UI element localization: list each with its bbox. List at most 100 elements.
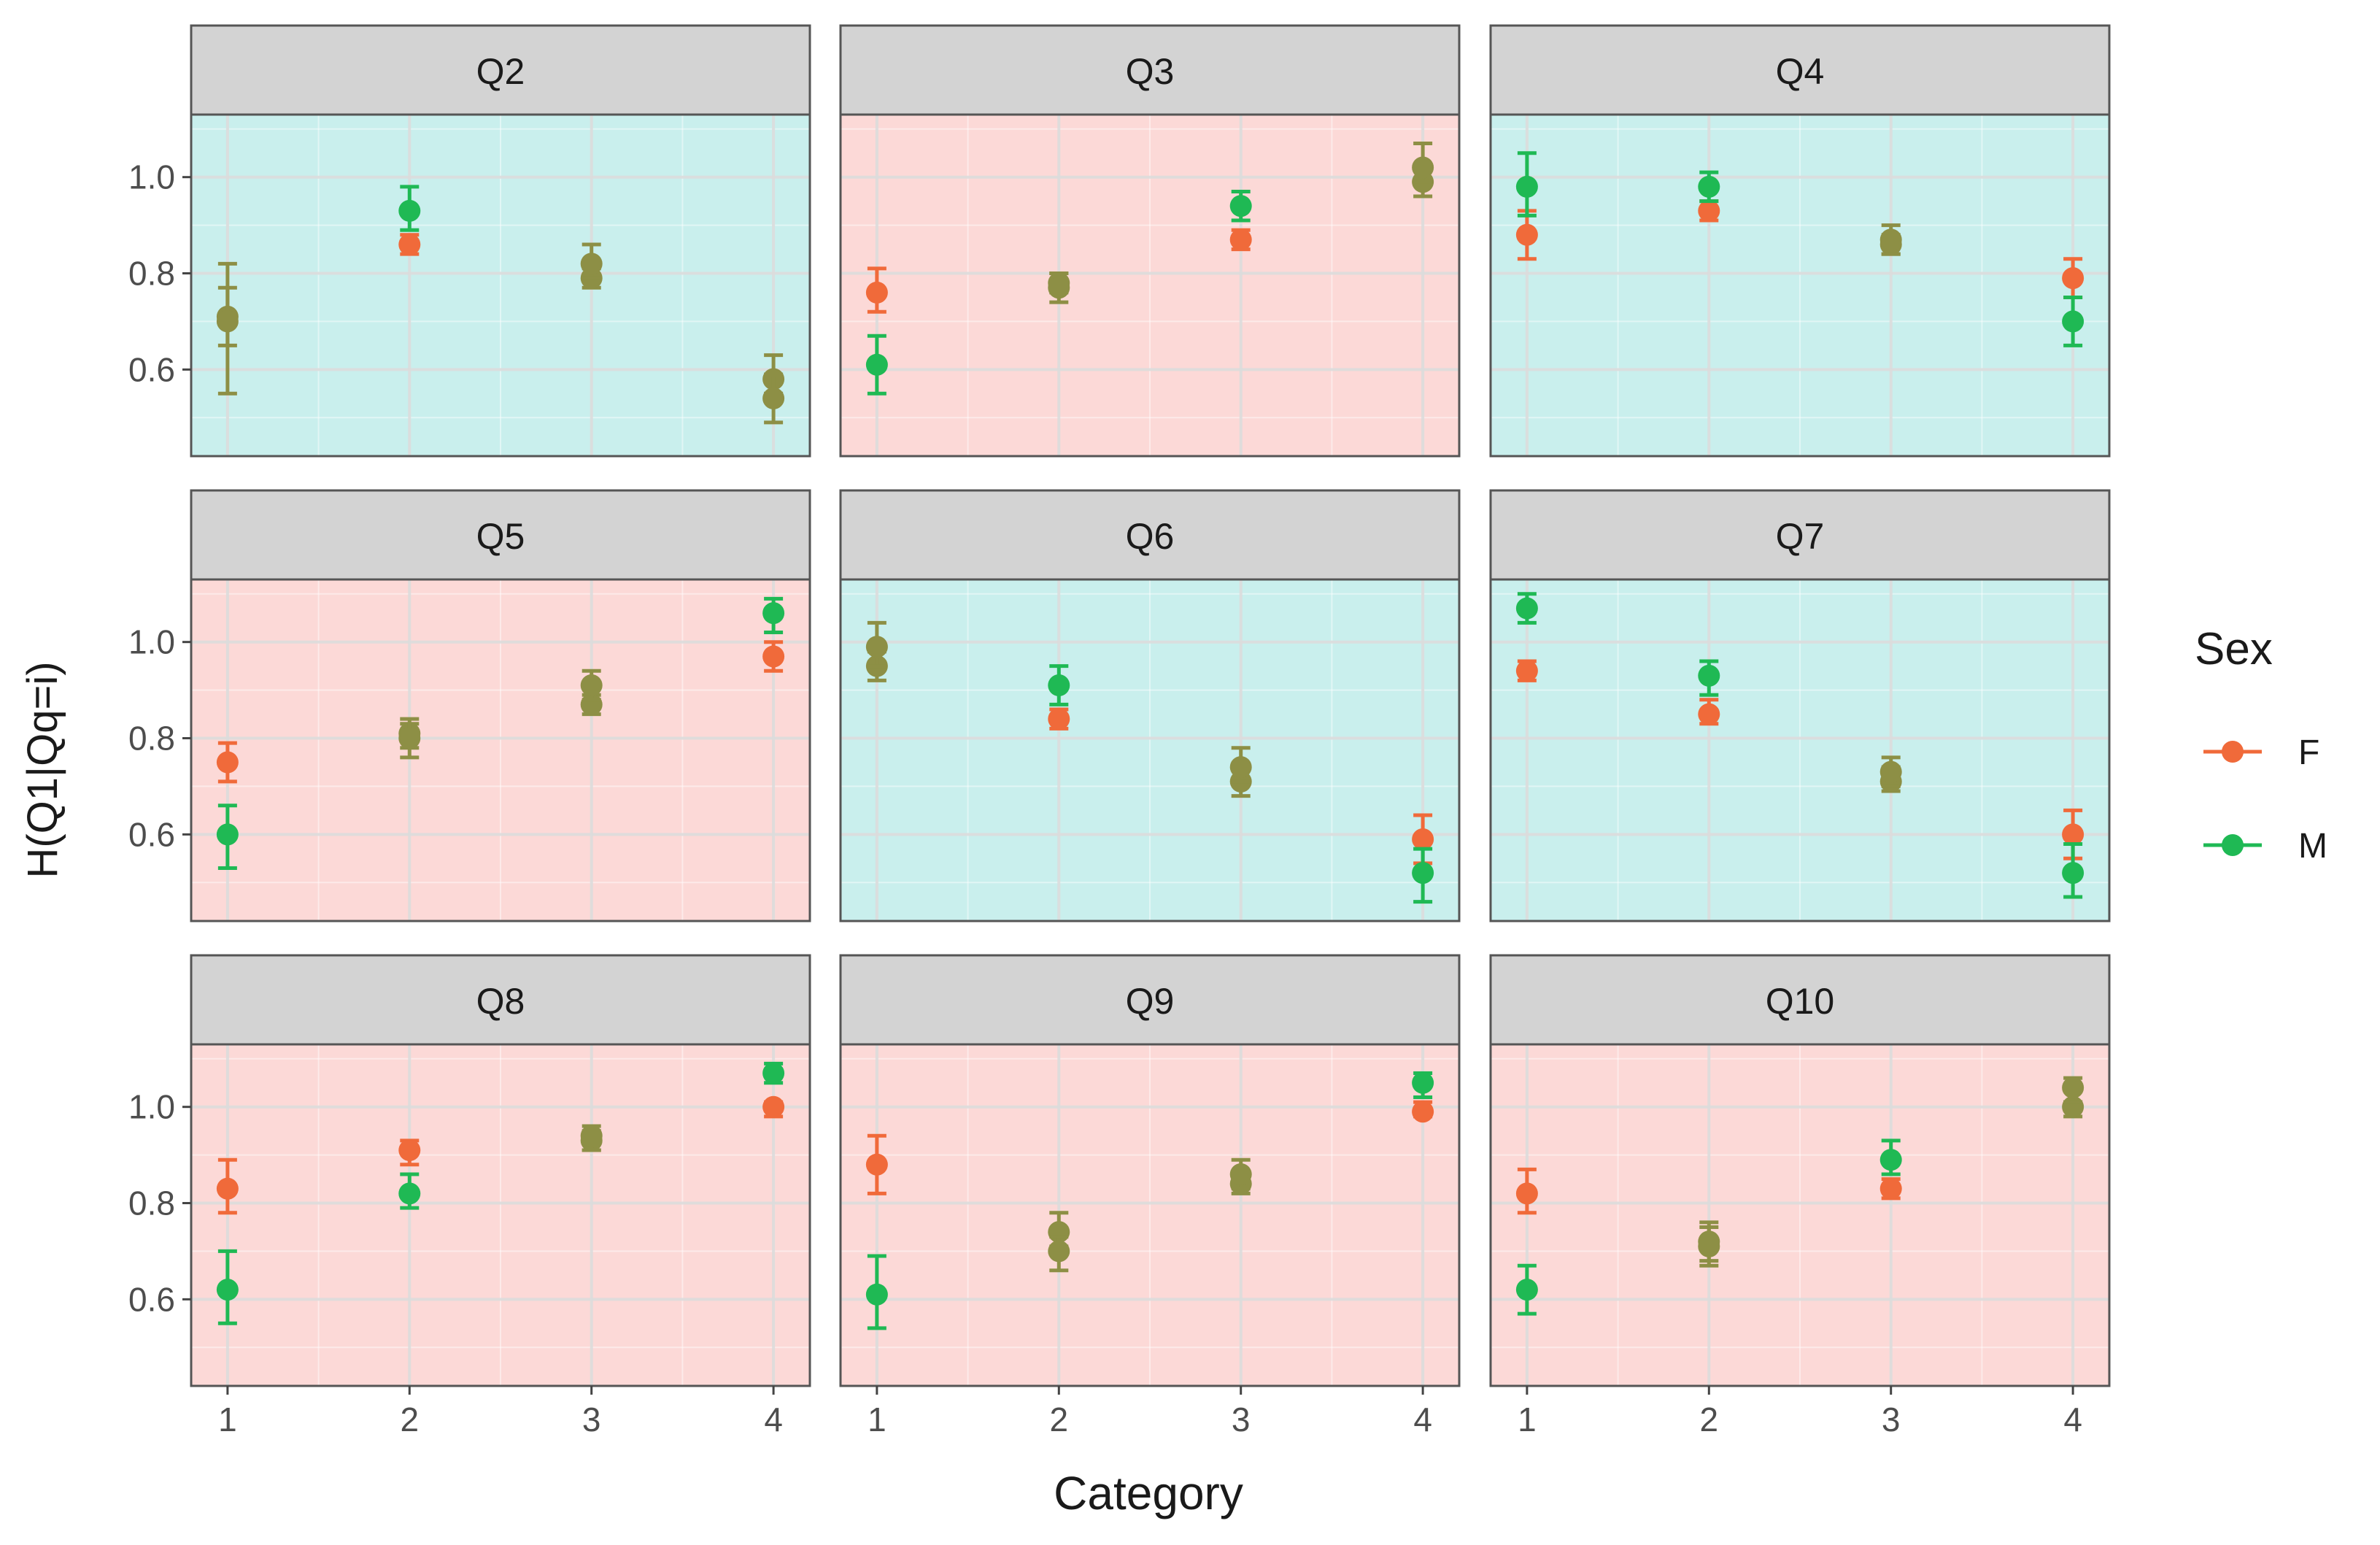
f-point bbox=[2062, 267, 2085, 290]
m-point bbox=[2062, 1076, 2085, 1099]
m-point bbox=[216, 823, 239, 846]
f-point bbox=[1515, 1182, 1538, 1205]
y-tick-label: 0.8 bbox=[128, 1184, 175, 1222]
x-tick-label: 3 bbox=[1232, 1400, 1251, 1438]
x-axis-title: Category bbox=[1054, 1467, 1243, 1519]
y-tick-label: 1.0 bbox=[128, 158, 175, 196]
m-point bbox=[1698, 175, 1720, 198]
legend-key-point bbox=[2222, 834, 2244, 856]
m-point bbox=[398, 199, 421, 222]
panel-background bbox=[191, 579, 810, 921]
m-point bbox=[580, 674, 603, 697]
m-point bbox=[762, 1062, 785, 1084]
x-tick-label: 2 bbox=[400, 1400, 419, 1438]
facet-panels: Q2 0.6 0.8 1.0 Q3 Q4 Q5 0.6 0.8 1.0 Q6 Q7 Q8 0.6 0.8 1.… bbox=[128, 24, 2111, 1438]
panel-background bbox=[1491, 115, 2109, 456]
x-tick-label: 2 bbox=[1049, 1400, 1068, 1438]
facet-strip bbox=[839, 489, 1461, 581]
panel-border bbox=[190, 1043, 811, 1387]
y-tick-label: 0.6 bbox=[128, 1280, 175, 1318]
m-point bbox=[762, 387, 785, 409]
legend-label: M bbox=[2298, 827, 2327, 866]
panel-background bbox=[1491, 1044, 2109, 1386]
facet-panel: Q2 0.6 0.8 1.0 bbox=[128, 24, 811, 458]
y-tick-label: 0.8 bbox=[128, 720, 175, 758]
legend-key-point bbox=[2222, 741, 2244, 763]
m-point bbox=[2062, 862, 2085, 885]
facet-panel: Q4 bbox=[1489, 24, 2111, 458]
m-point bbox=[865, 353, 888, 376]
legend-title: Sex bbox=[2195, 624, 2273, 674]
panel-background bbox=[841, 579, 1459, 921]
facet-panel: Q3 bbox=[839, 24, 1461, 458]
f-point bbox=[398, 233, 421, 255]
f-point bbox=[2062, 823, 2085, 846]
panel-background bbox=[841, 1044, 1459, 1386]
x-tick-label: 2 bbox=[1699, 1400, 1718, 1438]
m-point bbox=[216, 310, 239, 333]
f-point bbox=[1698, 199, 1720, 222]
m-point bbox=[1412, 862, 1434, 885]
panel-background bbox=[191, 1044, 810, 1386]
m-point bbox=[398, 727, 421, 750]
panel-border bbox=[190, 113, 811, 458]
f-point bbox=[1879, 1177, 1902, 1200]
legend-label: F bbox=[2298, 733, 2319, 772]
y-tick-label: 0.8 bbox=[128, 255, 175, 293]
legend: Sex F M bbox=[2195, 624, 2327, 866]
facet-panel: Q8 0.6 0.8 1.0 1 2 3 4 bbox=[128, 954, 811, 1438]
panel-border bbox=[1489, 1043, 2111, 1387]
panel-border bbox=[839, 578, 1461, 922]
panel-background bbox=[841, 115, 1459, 456]
m-point bbox=[1698, 1230, 1720, 1253]
m-point bbox=[1515, 1279, 1538, 1301]
m-point bbox=[1048, 1240, 1070, 1263]
f-point bbox=[762, 645, 785, 668]
facet-panel: Q5 0.6 0.8 1.0 bbox=[128, 489, 811, 922]
facet-label: Q10 bbox=[1766, 981, 1835, 1022]
facet-label: Q5 bbox=[476, 516, 525, 557]
m-point bbox=[865, 636, 888, 658]
f-point bbox=[398, 1139, 421, 1162]
facet-panel: Q6 bbox=[839, 489, 1461, 922]
m-point bbox=[398, 1182, 421, 1205]
x-tick-label: 1 bbox=[868, 1400, 886, 1438]
x-tick-label: 3 bbox=[1882, 1400, 1901, 1438]
y-tick-label: 1.0 bbox=[128, 623, 175, 661]
m-point bbox=[580, 1125, 603, 1147]
y-tick-label: 0.6 bbox=[128, 815, 175, 853]
f-point bbox=[1412, 1101, 1434, 1123]
f-point bbox=[1412, 828, 1434, 850]
m-point bbox=[1048, 674, 1070, 697]
facet-strip bbox=[190, 489, 811, 581]
panel-background bbox=[1491, 579, 2109, 921]
m-point bbox=[216, 1279, 239, 1301]
x-tick-label: 1 bbox=[1518, 1400, 1537, 1438]
m-point bbox=[2062, 310, 2085, 333]
y-axis-title: H(Q1|Qq=i) bbox=[19, 661, 66, 878]
m-point bbox=[1229, 195, 1252, 217]
f-point bbox=[1698, 703, 1720, 725]
m-point bbox=[1879, 228, 1902, 251]
facet-panel: Q9 1 2 3 4 bbox=[839, 954, 1461, 1438]
panel-border bbox=[1489, 113, 2111, 458]
f-point bbox=[1515, 223, 1538, 246]
facet-label: Q3 bbox=[1126, 51, 1175, 92]
f-point bbox=[865, 281, 888, 304]
y-tick-label: 1.0 bbox=[128, 1088, 175, 1126]
x-tick-label: 4 bbox=[1413, 1400, 1432, 1438]
panel-border bbox=[839, 1043, 1461, 1387]
panel-border bbox=[190, 578, 811, 922]
y-tick-label: 0.6 bbox=[128, 350, 175, 388]
m-point bbox=[580, 253, 603, 275]
facet-panel: Q10 1 2 3 4 bbox=[1489, 954, 2111, 1438]
facet-label: Q9 bbox=[1126, 981, 1175, 1022]
facet-strip bbox=[1489, 954, 2111, 1046]
facet-strip bbox=[839, 954, 1461, 1046]
m-point bbox=[865, 1283, 888, 1306]
panel-border bbox=[1489, 578, 2111, 922]
m-point bbox=[1879, 1149, 1902, 1171]
f-point bbox=[762, 1095, 785, 1118]
x-tick-label: 1 bbox=[218, 1400, 237, 1438]
